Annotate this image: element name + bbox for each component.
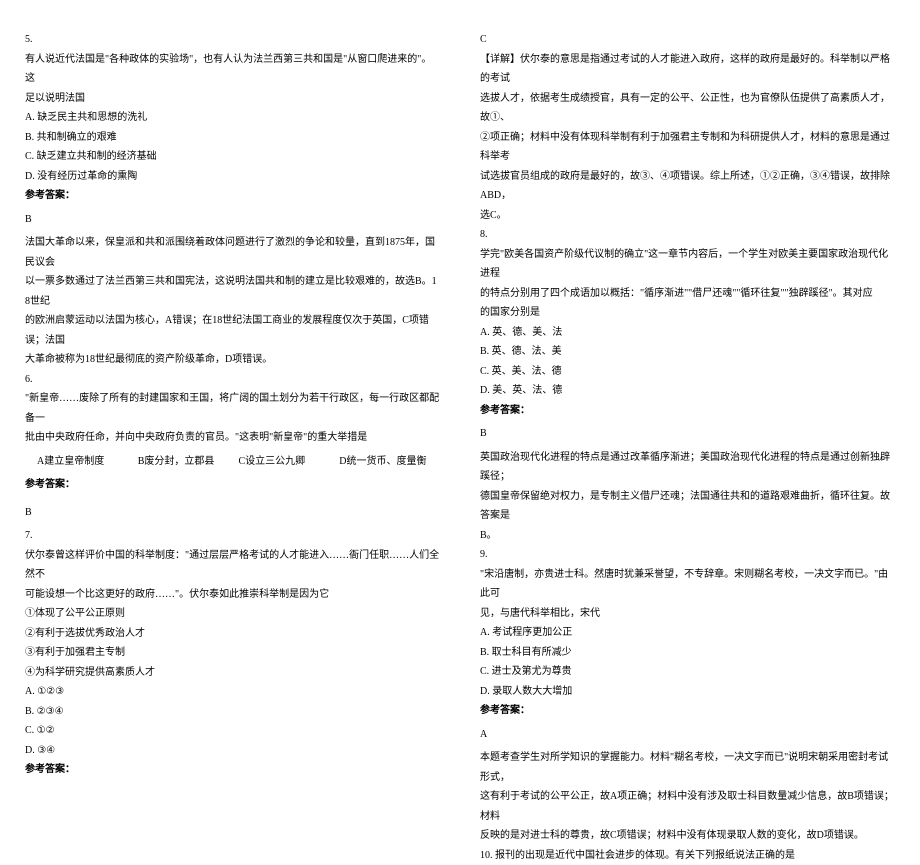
q8-answer-letter: B xyxy=(480,424,895,444)
q5-explanation-l4: 大革命被称为18世纪最彻底的资产阶级革命，D项错误。 xyxy=(25,350,440,370)
q7-statement-1: ①体现了公平公正原则 xyxy=(25,604,440,624)
q8-option-d: D. 美、英、法、德 xyxy=(480,381,895,401)
q6-stem-line1: "新皇帝……废除了所有的封建国家和王国，将广阔的国土划分为若干行政区，每一行政区… xyxy=(25,389,440,428)
q9-stem-line1: "宋沿唐制，亦贵进士科。然唐时犹兼采誉望，不专辞章。宋则糊名考校，一决文字而已。… xyxy=(480,565,895,604)
q7-explanation-l2: 选拔人才，依据考生成绩授官，具有一定的公平、公正性，也为官僚队伍提供了高素质人才… xyxy=(480,89,895,128)
q7-answer-label: 参考答案： xyxy=(25,760,440,780)
q7-explanation-l5: 选C。 xyxy=(480,206,895,226)
q8-stem-line1: 学完"欧美各国资产阶级代议制的确立"这一章节内容后，一个学生对欧美主要国家政治现… xyxy=(480,245,895,284)
q9-explanation-l1: 本题考查学生对所学知识的掌握能力。材料"糊名考校，一决文字而已"说明宋朝采用密封… xyxy=(480,748,895,787)
q5-explanation-l1: 法国大革命以来，保皇派和共和派围绕着政体问题进行了激烈的争论和较量，直到1875… xyxy=(25,233,440,272)
q8-explanation-l2: 德国皇帝保留绝对权力，是专制主义借尸还魂；法国通往共和的道路艰难曲折，循环往复。… xyxy=(480,487,895,526)
q5-option-c: C. 缺乏建立共和制的经济基础 xyxy=(25,147,440,167)
q8-stem-line2: 的特点分别用了四个成语加以概括："循序渐进""借尸还魂""循环往复""独辟蹊径"… xyxy=(480,284,895,304)
q7-num: 7. xyxy=(25,526,440,546)
q7-statement-3: ③有利于加强君主专制 xyxy=(25,643,440,663)
q8-option-c: C. 英、美、法、德 xyxy=(480,362,895,382)
right-column: C 【详解】伏尔泰的意思是指通过考试的人才能进入政府，这样的政府是最好的。科举制… xyxy=(460,0,920,651)
q5-answer-label: 参考答案： xyxy=(25,186,440,206)
q5-option-a: A. 缺乏民主共和思想的洗礼 xyxy=(25,108,440,128)
q9-option-b: B. 取士科目有所减少 xyxy=(480,643,895,663)
q7-option-b: B. ②③④ xyxy=(25,702,440,722)
q8-answer-label: 参考答案： xyxy=(480,401,895,421)
q8-explanation-l1: 英国政治现代化进程的特点是通过改革循序渐进；美国政治现代化进程的特点是通过创新独… xyxy=(480,448,895,487)
q7-statement-4: ④为科学研究提供高素质人才 xyxy=(25,663,440,683)
q5-explanation-l3: 的欧洲启蒙运动以法国为核心，A错误；在18世纪法国工商业的发展程度仅次于英国，C… xyxy=(25,311,440,350)
q7-stem-line1: 伏尔泰曾这样评价中国的科举制度："通过层层严格考试的人才能进入……衙门任职……人… xyxy=(25,546,440,585)
q6-option-c: C设立三公九卿 xyxy=(239,452,340,472)
q6-options-row: A建立皇帝制度 B废分封，立郡县 C设立三公九卿 D统一货币、度量衡 xyxy=(25,452,440,472)
q6-answer-letter: B xyxy=(25,503,440,523)
q5-explanation-l2: 以一票多数通过了法兰西第三共和国宪法，这说明法国共和制的建立是比较艰难的，故选B… xyxy=(25,272,440,311)
q9-explanation-l3: 反映的是对进士科的尊贵，故C项错误；材料中没有体现录取人数的变化，故D项错误。 xyxy=(480,826,895,846)
q6-num: 6. xyxy=(25,370,440,390)
q8-explanation-l3: B。 xyxy=(480,526,895,546)
q6-stem-line2: 批由中央政府任命，并向中央政府负责的官员。"这表明"新皇帝"的重大举措是 xyxy=(25,428,440,448)
q7-statement-2: ②有利于选拔优秀政治人才 xyxy=(25,624,440,644)
q5-option-b: B. 共和制确立的艰难 xyxy=(25,128,440,148)
q9-num: 9. xyxy=(480,545,895,565)
q9-answer-label: 参考答案： xyxy=(480,701,895,721)
q5-option-d: D. 没有经历过革命的熏陶 xyxy=(25,167,440,187)
q9-option-d: D. 录取人数大大增加 xyxy=(480,682,895,702)
q7-explanation-l3: ②项正确；材料中没有体现科举制有利于加强君主专制和为科研提供人才，材料的意思是通… xyxy=(480,128,895,167)
q5-num: 5. xyxy=(25,30,440,50)
left-column: 5. 有人说近代法国是"各种政体的实验场"，也有人认为法兰西第三共和国是"从窗口… xyxy=(0,0,460,651)
q7-explanation-l1: 【详解】伏尔泰的意思是指通过考试的人才能进入政府，这样的政府是最好的。科举制以严… xyxy=(480,50,895,89)
q8-stem-line3: 的国家分别是 xyxy=(480,303,895,323)
q7-option-c: C. ①② xyxy=(25,721,440,741)
q5-stem-line2: 足以说明法国 xyxy=(25,89,440,109)
q8-num: 8. xyxy=(480,225,895,245)
q7-answer-letter: C xyxy=(480,30,895,50)
q6-option-b: B废分封，立郡县 xyxy=(138,452,239,472)
q7-stem-line2: 可能设想一个比这更好的政府……"。伏尔泰如此推崇科举制是因为它 xyxy=(25,585,440,605)
q5-stem-line1: 有人说近代法国是"各种政体的实验场"，也有人认为法兰西第三共和国是"从窗口爬进来… xyxy=(25,50,440,89)
q10-stem: 10. 报刊的出现是近代中国社会进步的体现。有关下列报纸说法正确的是 xyxy=(480,846,895,865)
q9-option-a: A. 考试程序更加公正 xyxy=(480,623,895,643)
q9-explanation-l2: 这有利于考试的公平公正，故A项正确；材料中没有涉及取士科目数量减少信息，故B项错… xyxy=(480,787,895,826)
q9-option-c: C. 进士及第尤为尊贵 xyxy=(480,662,895,682)
q8-option-a: A. 英、德、美、法 xyxy=(480,323,895,343)
q5-answer-letter: B xyxy=(25,210,440,230)
q6-answer-label: 参考答案： xyxy=(25,475,440,495)
q7-option-a: A. ①②③ xyxy=(25,682,440,702)
q7-option-d: D. ③④ xyxy=(25,741,440,761)
q8-option-b: B. 英、德、法、美 xyxy=(480,342,895,362)
q6-option-a: A建立皇帝制度 xyxy=(25,452,138,472)
q9-stem-line2: 见，与唐代科举相比，宋代 xyxy=(480,604,895,624)
q7-explanation-l4: 试选拔官员组成的政府是最好的，故③、④项错误。综上所述，①②正确，③④错误，故排… xyxy=(480,167,895,206)
q6-option-d: D统一货币、度量衡 xyxy=(339,452,440,472)
q9-answer-letter: A xyxy=(480,725,895,745)
